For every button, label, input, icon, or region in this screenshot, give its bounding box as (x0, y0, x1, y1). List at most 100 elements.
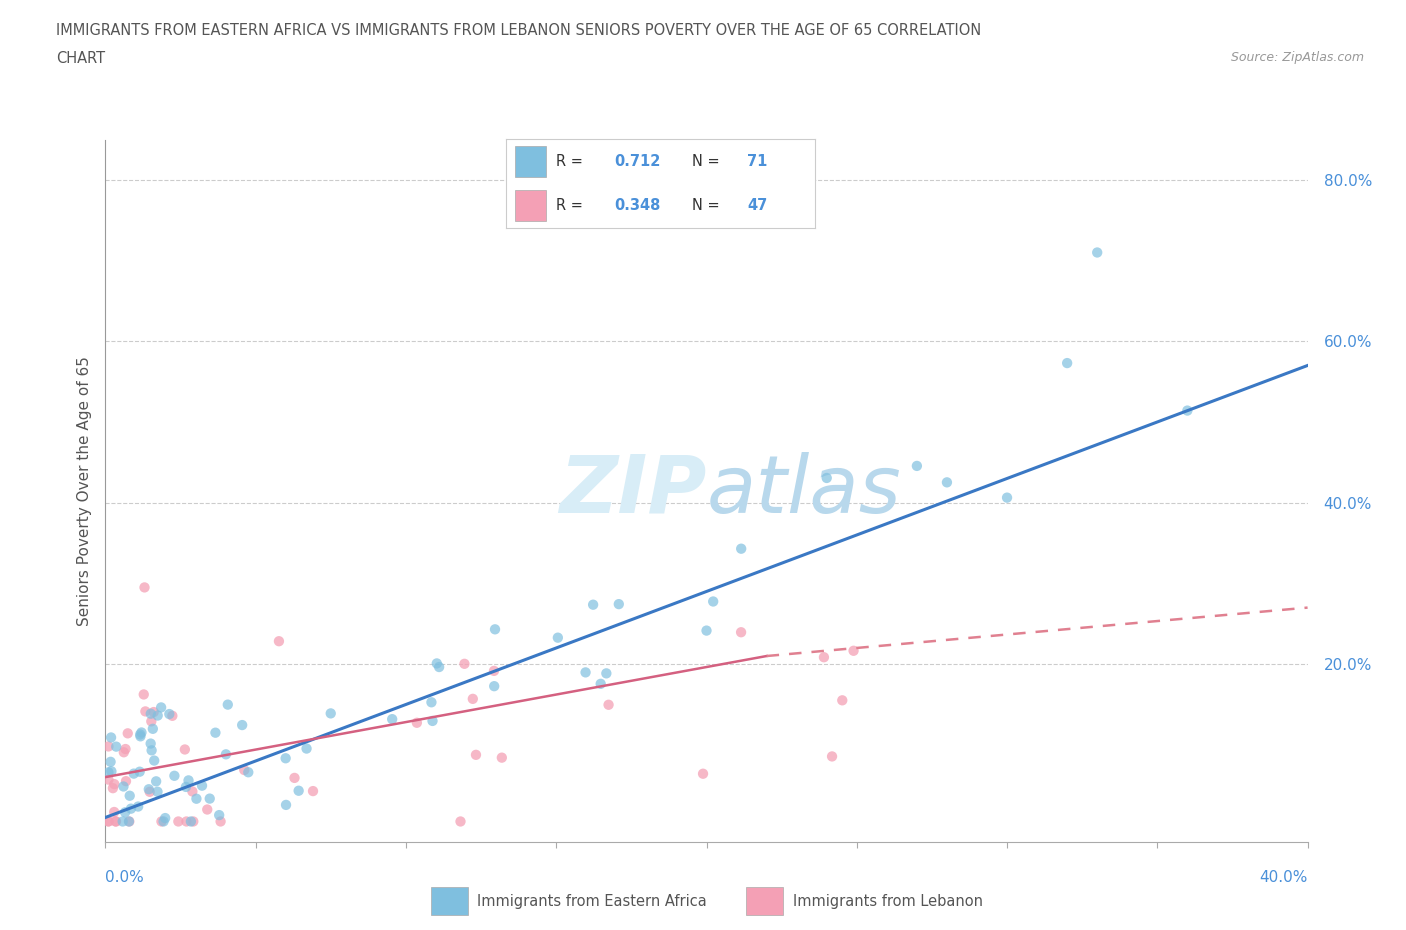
Point (547, 631, 569, 645)
Point (157, 707, 180, 722)
Point (97, 739, 120, 754)
Point (426, 656, 449, 671)
Point (142, 722, 165, 737)
Point (122, 766, 145, 781)
Point (995, 490, 1018, 505)
Text: N =: N = (692, 198, 724, 213)
Point (132, 687, 155, 702)
Point (104, 814, 127, 829)
Point (267, 633, 290, 648)
Point (484, 622, 506, 637)
Point (238, 764, 260, 779)
Point (111, 814, 134, 829)
Point (595, 666, 617, 681)
Point (97, 772, 120, 787)
Point (702, 594, 724, 609)
Point (319, 706, 342, 721)
Point (208, 807, 231, 822)
Point (173, 742, 195, 757)
Point (302, 784, 325, 799)
Bar (516, 190, 547, 220)
Point (815, 471, 838, 485)
Point (813, 650, 835, 665)
Text: R =: R = (555, 153, 588, 168)
Point (114, 741, 136, 756)
Point (128, 764, 150, 779)
Point (195, 802, 218, 817)
Text: 0.712: 0.712 (614, 153, 661, 168)
Point (295, 741, 318, 756)
Point (730, 541, 752, 556)
Point (420, 695, 443, 710)
Point (936, 475, 959, 490)
Point (233, 763, 256, 777)
Point (574, 665, 596, 680)
Point (598, 698, 620, 712)
Point (405, 715, 427, 730)
Text: IMMIGRANTS FROM EASTERN AFRICA VS IMMIGRANTS FROM LEBANON SENIORS POVERTY OVER T: IMMIGRANTS FROM EASTERN AFRICA VS IMMIGR… (56, 23, 981, 38)
Point (427, 659, 450, 674)
Point (217, 698, 239, 712)
Point (1056, 355, 1078, 370)
Point (274, 751, 297, 765)
Y-axis label: Seniors Poverty Over the Age of 65: Seniors Poverty Over the Age of 65 (76, 355, 91, 626)
Point (100, 754, 122, 769)
Point (167, 814, 190, 829)
Point (131, 725, 153, 740)
Text: R =: R = (555, 198, 588, 213)
Point (97, 814, 120, 829)
Point (146, 708, 169, 723)
Point (112, 779, 135, 794)
Point (482, 679, 505, 694)
Bar (430, 887, 468, 915)
Point (180, 814, 202, 829)
Point (118, 814, 141, 829)
Point (821, 749, 844, 764)
Point (139, 737, 162, 751)
Point (138, 782, 160, 797)
Point (582, 597, 605, 612)
Point (115, 774, 138, 789)
Point (112, 745, 135, 760)
Point (146, 784, 169, 799)
Point (450, 814, 472, 829)
Point (692, 766, 714, 781)
Text: Source: ZipAtlas.com: Source: ZipAtlas.com (1230, 51, 1364, 64)
Point (287, 783, 309, 798)
Point (100, 764, 122, 778)
Point (97, 764, 120, 779)
Point (465, 748, 488, 763)
Point (103, 777, 125, 791)
Point (101, 781, 124, 796)
Point (1175, 403, 1198, 418)
Text: Immigrants from Lebanon: Immigrants from Lebanon (793, 894, 983, 909)
Point (150, 700, 173, 715)
Point (97, 814, 120, 829)
Point (209, 814, 232, 829)
Point (730, 625, 752, 640)
Point (145, 774, 167, 789)
Text: Immigrants from Eastern Africa: Immigrants from Eastern Africa (477, 894, 707, 909)
Point (105, 739, 128, 754)
Point (153, 811, 176, 826)
Point (482, 663, 505, 678)
Point (176, 814, 198, 829)
Point (204, 725, 226, 740)
Point (842, 644, 865, 658)
Text: 40.0%: 40.0% (1260, 870, 1308, 884)
Point (118, 789, 141, 804)
Point (696, 623, 718, 638)
Point (103, 804, 125, 819)
Point (381, 711, 404, 726)
Point (141, 743, 163, 758)
Text: CHART: CHART (56, 51, 105, 66)
Point (139, 706, 162, 721)
Point (831, 693, 853, 708)
Point (422, 713, 444, 728)
Point (150, 814, 173, 829)
Point (127, 799, 149, 814)
Point (181, 784, 204, 799)
Point (118, 814, 141, 829)
Point (198, 791, 221, 806)
Text: N =: N = (692, 153, 724, 168)
